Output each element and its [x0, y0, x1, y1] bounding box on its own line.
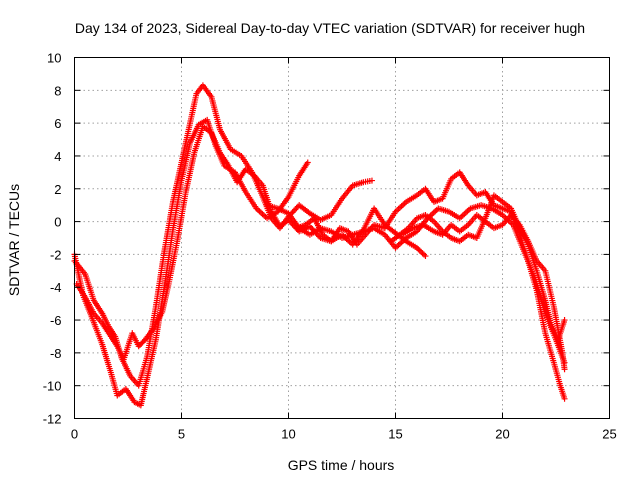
y-tick-label: 6 — [54, 116, 61, 131]
axis-ticks: 0 5 10 15 20 25 -12 -10 -8 -6 -4 -2 0 2 4 6 8 10 — [43, 51, 617, 442]
y-axis-label: SDTVAR / TECUs — [6, 184, 22, 296]
series-trace-3 — [73, 123, 429, 363]
y-tick-label: 4 — [54, 149, 61, 164]
data-point — [304, 159, 311, 166]
y-tick-label: -12 — [43, 412, 62, 427]
plot-frame — [74, 57, 610, 419]
data-series — [71, 82, 568, 409]
data-marker — [421, 251, 428, 258]
y-tick-label: 8 — [54, 83, 61, 98]
y-tick-label: 10 — [47, 51, 61, 66]
y-tick-label: -8 — [50, 346, 62, 361]
data-marker — [418, 248, 425, 255]
data-point — [561, 395, 568, 402]
y-tick-label: 0 — [54, 215, 61, 230]
x-tick-label: 15 — [388, 427, 402, 442]
y-tick-label: -4 — [50, 280, 62, 295]
y-tick-label: -2 — [50, 247, 62, 262]
x-tick-label: 0 — [71, 427, 78, 442]
x-tick-label: 5 — [178, 427, 185, 442]
data-point — [561, 366, 568, 373]
y-tick-label: -10 — [43, 379, 62, 394]
y-tick-label: 2 — [54, 182, 61, 197]
series-trace-1 — [71, 116, 311, 409]
x-tick-label: 25 — [602, 427, 616, 442]
x-tick-label: 20 — [495, 427, 509, 442]
series-trace-2 — [71, 82, 375, 389]
y-tick-label: -6 — [50, 313, 62, 328]
series-trace-7 — [398, 212, 568, 373]
gridlines — [74, 57, 610, 419]
data-point — [422, 253, 429, 260]
data-point — [368, 177, 375, 184]
data-point — [561, 317, 568, 324]
data-marker — [416, 247, 423, 254]
series-trace-5 — [294, 169, 568, 402]
x-tick-label: 10 — [281, 427, 295, 442]
chart-title: Day 134 of 2023, Sidereal Day-to-day VTE… — [75, 20, 585, 36]
x-axis-label: GPS time / hours — [288, 457, 395, 473]
data-marker — [419, 250, 426, 257]
